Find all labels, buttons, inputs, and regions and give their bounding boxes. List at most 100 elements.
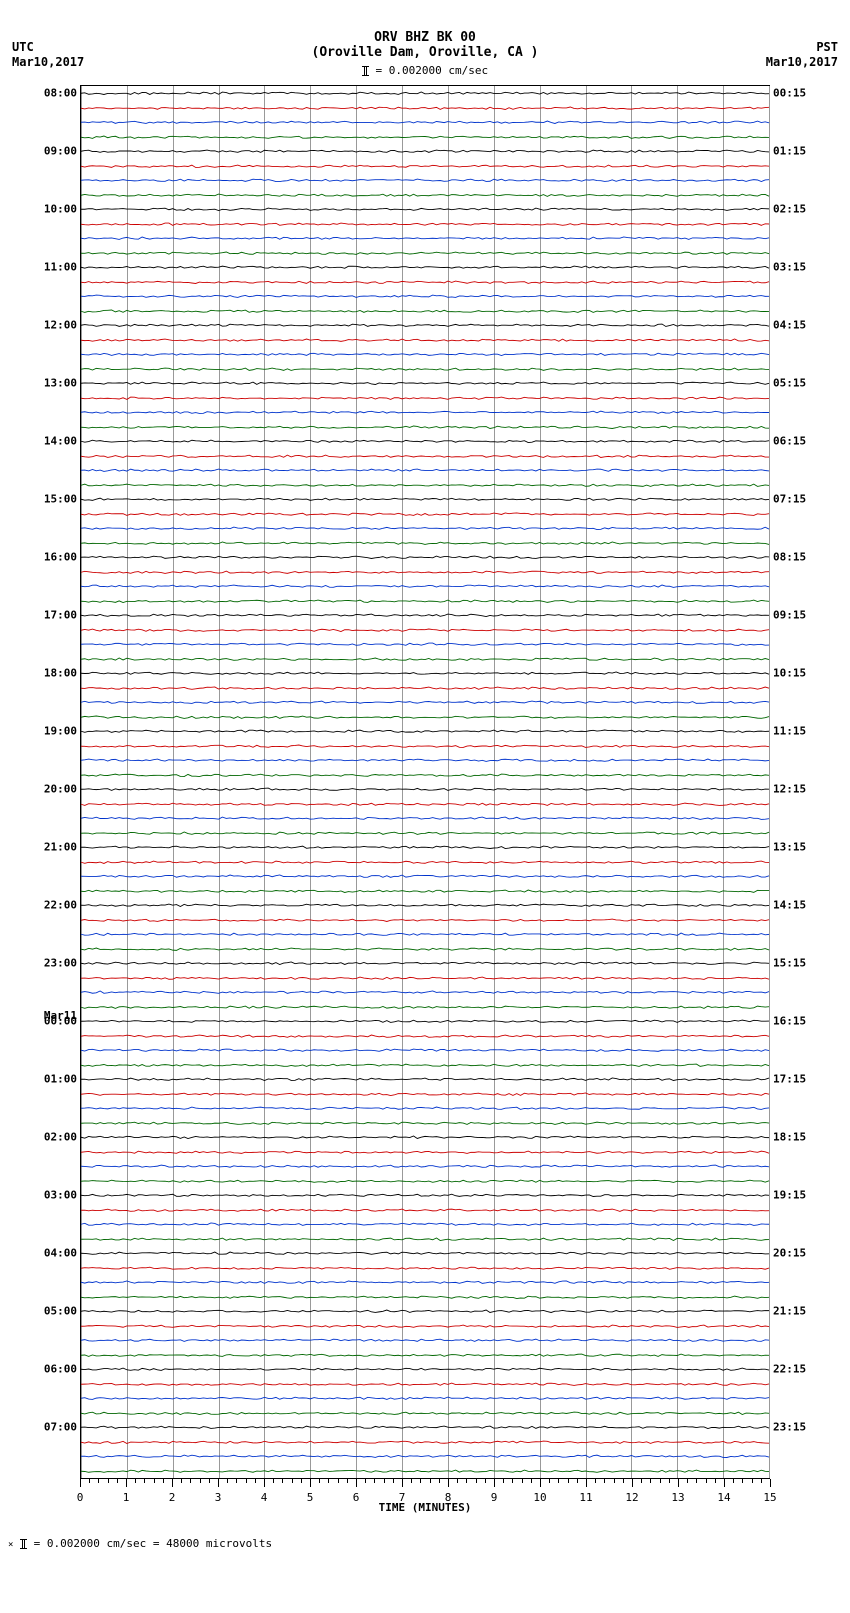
x-minor-tick — [144, 1479, 145, 1483]
seismogram-trace: 19:0011:15 — [81, 724, 769, 739]
seismogram-trace — [81, 159, 769, 174]
seismogram-trace — [81, 521, 769, 536]
pst-time-label: 18:15 — [769, 1131, 806, 1144]
x-minor-tick — [568, 1479, 569, 1483]
utc-time-label: 15:00 — [44, 493, 81, 506]
seismogram-trace — [81, 1043, 769, 1058]
utc-time-label: 22:00 — [44, 899, 81, 912]
pst-time-label: 04:15 — [769, 319, 806, 332]
date-right: Mar10,2017 — [766, 55, 838, 69]
seismogram-trace — [81, 855, 769, 870]
x-minor-tick — [282, 1479, 283, 1483]
seismogram-trace — [81, 246, 769, 261]
pst-time-label: 21:15 — [769, 1305, 806, 1318]
pst-time-label: 08:15 — [769, 551, 806, 564]
x-minor-tick — [135, 1479, 136, 1483]
utc-time-label: 04:00 — [44, 1247, 81, 1260]
x-tick-label: 15 — [763, 1479, 776, 1504]
seismogram-trace: 05:0021:15 — [81, 1304, 769, 1319]
seismogram-trace — [81, 1029, 769, 1044]
x-minor-tick — [108, 1479, 109, 1483]
x-minor-tick — [347, 1479, 348, 1483]
seismogram-trace — [81, 536, 769, 551]
day-break-label: Mar11 — [44, 1009, 81, 1022]
x-tick-label: 14 — [717, 1479, 730, 1504]
seismogram-trace — [81, 1464, 769, 1479]
pst-time-label: 16:15 — [769, 1015, 806, 1028]
seismogram-trace: 14:0006:15 — [81, 434, 769, 449]
x-minor-tick — [200, 1479, 201, 1483]
seismogram-trace — [81, 1145, 769, 1160]
x-minor-tick — [476, 1479, 477, 1483]
utc-time-label: 23:00 — [44, 957, 81, 970]
seismogram-trace: 23:0015:15 — [81, 956, 769, 971]
utc-time-label: 05:00 — [44, 1305, 81, 1318]
x-minor-tick — [384, 1479, 385, 1483]
x-minor-tick — [273, 1479, 274, 1483]
footer-scale: × = 0.002000 cm/sec = 48000 microvolts — [0, 1519, 850, 1550]
seismogram-trace: 16:0008:15 — [81, 550, 769, 565]
seismogram-trace — [81, 1435, 769, 1450]
seismogram-trace — [81, 1261, 769, 1276]
seismogram-trace: 04:0020:15 — [81, 1246, 769, 1261]
seismogram-trace — [81, 1174, 769, 1189]
x-minor-tick — [641, 1479, 642, 1483]
x-minor-tick — [292, 1479, 293, 1483]
utc-time-label: 19:00 — [44, 725, 81, 738]
date-left: Mar10,2017 — [12, 55, 84, 69]
x-minor-tick — [503, 1479, 504, 1483]
seismogram-trace — [81, 188, 769, 203]
seismogram-trace — [81, 289, 769, 304]
seismogram-trace — [81, 797, 769, 812]
pst-time-label: 13:15 — [769, 841, 806, 854]
seismogram-plot: 08:0000:1509:0001:1510:0002:1511:0003:15… — [80, 85, 770, 1479]
seismogram-trace: 01:0017:15 — [81, 1072, 769, 1087]
seismogram-trace — [81, 1101, 769, 1116]
x-tick-label: 5 — [307, 1479, 314, 1504]
x-minor-tick — [420, 1479, 421, 1483]
pst-time-label: 19:15 — [769, 1189, 806, 1202]
pst-time-label: 20:15 — [769, 1247, 806, 1260]
pst-time-label: 06:15 — [769, 435, 806, 448]
seismogram-trace: 11:0003:15 — [81, 260, 769, 275]
seismogram-trace: 10:0002:15 — [81, 202, 769, 217]
chart-subtitle: (Oroville Dam, Oroville, CA ) — [0, 45, 850, 60]
x-minor-tick — [577, 1479, 578, 1483]
x-minor-tick — [549, 1479, 550, 1483]
seismogram-trace — [81, 971, 769, 986]
pst-time-label: 12:15 — [769, 783, 806, 796]
seismogram-trace — [81, 623, 769, 638]
x-minor-tick — [466, 1479, 467, 1483]
x-tick-label: 1 — [123, 1479, 130, 1504]
seismogram-trace — [81, 507, 769, 522]
x-minor-tick — [365, 1479, 366, 1483]
seismogram-trace — [81, 101, 769, 116]
x-minor-tick — [319, 1479, 320, 1483]
seismogram-trace: 00:00Mar1116:15 — [81, 1014, 769, 1029]
pst-time-label: 07:15 — [769, 493, 806, 506]
seismogram-trace: 13:0005:15 — [81, 376, 769, 391]
seismogram-trace — [81, 753, 769, 768]
seismogram-trace: 21:0013:15 — [81, 840, 769, 855]
utc-time-label: 12:00 — [44, 319, 81, 332]
pst-time-label: 23:15 — [769, 1421, 806, 1434]
seismogram-container: UTC PST Mar10,2017 Mar10,2017 ORV BHZ BK… — [0, 0, 850, 1550]
utc-time-label: 09:00 — [44, 145, 81, 158]
x-tick-label: 9 — [491, 1479, 498, 1504]
x-minor-tick — [411, 1479, 412, 1483]
x-minor-tick — [614, 1479, 615, 1483]
seismogram-trace: 12:0004:15 — [81, 318, 769, 333]
x-minor-tick — [687, 1479, 688, 1483]
pst-time-label: 15:15 — [769, 957, 806, 970]
pst-time-label: 00:15 — [769, 87, 806, 100]
x-minor-tick — [328, 1479, 329, 1483]
scale-bar-icon — [364, 66, 367, 76]
x-minor-tick — [752, 1479, 753, 1483]
x-minor-tick — [246, 1479, 247, 1483]
x-tick-label: 3 — [215, 1479, 222, 1504]
seismogram-trace — [81, 1000, 769, 1015]
x-tick-label: 13 — [671, 1479, 684, 1504]
x-minor-tick — [117, 1479, 118, 1483]
x-minor-tick — [439, 1479, 440, 1483]
scale-text: = 0.002000 cm/sec — [376, 64, 489, 77]
